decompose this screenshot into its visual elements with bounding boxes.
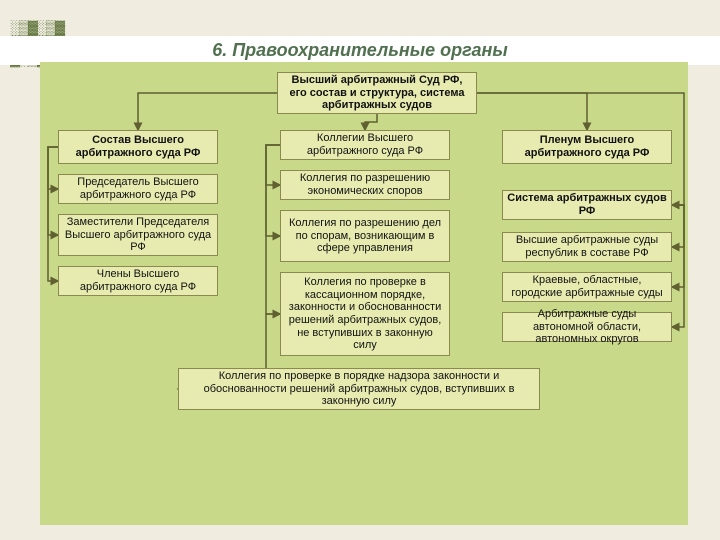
node-col2_3: Коллегия по проверке в кассационном поря…	[280, 272, 450, 356]
node-col2_4: Коллегия по проверке в порядке надзора з…	[178, 368, 540, 410]
node-col3_3: Арбитражные суды автономной области, авт…	[502, 312, 672, 342]
slide-title: 6. Правоохранительные органы	[0, 36, 720, 65]
node-col1_2: Заместители Председателя Высшего арбитра…	[58, 214, 218, 256]
node-col1_h: Состав Высшего арбитражного суда РФ	[58, 130, 218, 164]
node-col1_1: Председатель Высшего арбитражного суда Р…	[58, 174, 218, 204]
node-col1_3: Члены Высшего арбитражного суда РФ	[58, 266, 218, 296]
node-col3_1: Высшие арбитражные суды республик в сост…	[502, 232, 672, 262]
node-col2_h: Коллегии Высшего арбитражного суда РФ	[280, 130, 450, 160]
node-col3_h: Пленум Высшего арбитражного суда РФ	[502, 130, 672, 164]
node-col3_sys: Система арбитражных судов РФ	[502, 190, 672, 220]
node-root: Высший арбитражный Суд РФ, его состав и …	[277, 72, 477, 114]
node-col2_1: Коллегия по разрешению экономических спо…	[280, 170, 450, 200]
slide: ░▒▓░▒▓ ▒▓░▒▓░ ▓░▒▓░▒ 6. Правоохранительн…	[0, 0, 720, 540]
node-col2_2: Коллегия по разрешению дел по спорам, во…	[280, 210, 450, 262]
node-col3_2: Краевые, областные, городские арбитражны…	[502, 272, 672, 302]
